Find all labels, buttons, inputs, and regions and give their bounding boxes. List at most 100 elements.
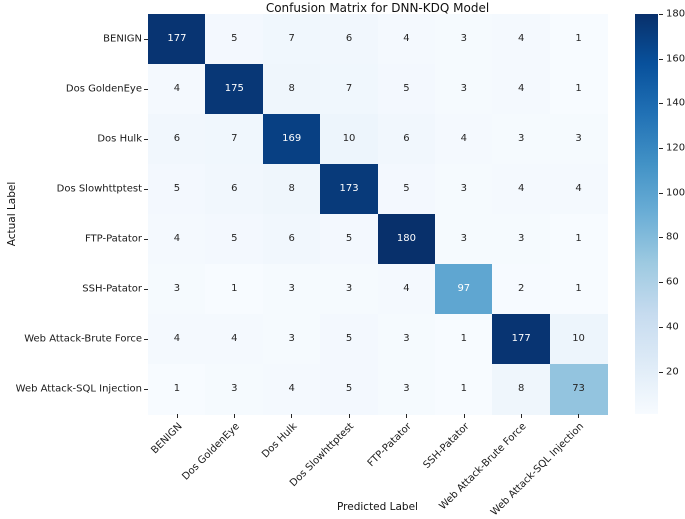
cell-value: 2 <box>518 283 525 295</box>
colorbar-tick-label: 180 <box>666 8 685 20</box>
cell-value: 4 <box>173 233 181 245</box>
heatmap-cell: 5 <box>320 364 378 415</box>
heatmap-cell: 169 <box>262 114 321 165</box>
cell-value: 3 <box>288 283 295 295</box>
cell-value: 3 <box>288 333 295 345</box>
colorbar-tick-label: 100 <box>666 187 685 199</box>
cell-value: 8 <box>518 383 525 395</box>
x-tick-label-text: SSH-Patator <box>421 421 472 472</box>
heatmap-cell: 1 <box>549 264 608 315</box>
x-tick-mark <box>348 414 350 418</box>
heatmap-cell: 4 <box>262 364 321 415</box>
cell-value: 180 <box>396 233 416 245</box>
heatmap-cell: 3 <box>262 314 321 365</box>
heatmap-cell: 1 <box>549 64 608 115</box>
heatmap-cell: 1 <box>549 214 608 265</box>
heatmap-cell: 6 <box>262 214 321 265</box>
cell-value: 10 <box>572 333 585 345</box>
heatmap-cell: 3 <box>148 264 206 315</box>
heatmap-cell: 4 <box>148 214 206 265</box>
heatmap-cell: 4 <box>549 164 608 215</box>
colorbar-tick-label: 80 <box>666 231 679 243</box>
colorbar-tick-label: 140 <box>666 97 685 109</box>
heatmap-cell: 7 <box>320 64 378 115</box>
cell-value: 3 <box>460 233 467 245</box>
colorbar-tick-mark <box>659 371 663 373</box>
heatmap-cell: 1 <box>205 264 264 315</box>
heatmap-cell: 177 <box>492 314 551 365</box>
cell-value: 8 <box>288 183 295 195</box>
heatmap-cell: 6 <box>377 114 436 165</box>
heatmap-cell: 1 <box>148 364 206 415</box>
cell-value: 4 <box>518 33 525 45</box>
cell-value: 5 <box>231 33 238 45</box>
heatmap-cell: 3 <box>434 64 493 115</box>
cell-value: 175 <box>224 83 244 95</box>
y-tick-mark <box>144 239 148 240</box>
cell-value: 4 <box>173 333 181 345</box>
cell-value: 4 <box>173 83 181 95</box>
heatmap-cell: 173 <box>320 164 378 215</box>
heatmap-cell: 2 <box>492 264 551 315</box>
heatmap-cell: 1 <box>434 314 493 365</box>
heatmap-cell: 4 <box>377 14 436 65</box>
y-tick-label: BENIGN <box>103 33 142 45</box>
cell-value: 1 <box>460 383 467 395</box>
cell-value: 4 <box>575 183 582 195</box>
heatmap-cell: 5 <box>205 14 264 65</box>
chart-title: Confusion Matrix for DNN-KDQ Model <box>265 1 490 15</box>
colorbar-tick-mark <box>659 148 663 150</box>
colorbar-tick-mark <box>659 326 663 328</box>
x-tick-label-text: BENIGN <box>149 421 185 457</box>
heatmap-cell: 5 <box>377 164 436 215</box>
heatmap-cell: 73 <box>549 364 608 415</box>
cell-value: 1 <box>460 333 467 345</box>
cell-value: 10 <box>342 133 356 145</box>
cell-value: 4 <box>403 33 410 45</box>
y-tick-mark <box>144 89 148 90</box>
x-tick-label-text: Dos Hulk <box>259 421 300 461</box>
cell-value: 3 <box>460 183 467 195</box>
heatmap-cell: 5 <box>320 214 378 265</box>
cell-value: 6 <box>173 133 181 145</box>
colorbar-tick-label: 20 <box>666 366 679 378</box>
heatmap-cell: 3 <box>434 164 493 215</box>
heatmap-cell: 7 <box>262 14 321 65</box>
cell-value: 3 <box>231 383 238 395</box>
cell-value: 177 <box>511 333 531 345</box>
x-tick-label-text: FTP-Patator <box>365 421 414 470</box>
heatmap-cell: 4 <box>492 164 551 215</box>
heatmap-cell: 4 <box>205 314 264 365</box>
colorbar <box>635 14 658 414</box>
y-tick-mark <box>144 389 148 390</box>
y-tick-label: Dos Slowhttptest <box>56 183 142 195</box>
cell-value: 5 <box>173 183 181 195</box>
colorbar-gradient <box>635 14 658 414</box>
heatmap-cell: 3 <box>377 364 436 415</box>
cell-value: 4 <box>403 283 410 295</box>
cell-value: 97 <box>457 283 471 295</box>
cell-value: 4 <box>460 133 467 145</box>
y-tick-label: FTP-Patator <box>84 233 142 245</box>
cell-value: 8 <box>288 83 295 95</box>
heatmap-cell: 180 <box>377 214 436 265</box>
cell-value: 1 <box>575 83 582 95</box>
cell-value: 6 <box>288 233 295 245</box>
heatmap-cell: 10 <box>320 114 378 165</box>
cell-value: 3 <box>403 383 410 395</box>
colorbar-tick-label: 120 <box>666 142 685 154</box>
y-tick-mark <box>144 289 148 290</box>
colorbar-tick-mark <box>659 192 663 194</box>
cell-value: 3 <box>403 333 410 345</box>
y-tick-label: Dos GoldenEye <box>65 83 142 95</box>
cell-value: 4 <box>231 333 238 345</box>
cell-value: 3 <box>173 283 181 295</box>
heatmap-cell: 5 <box>320 314 378 365</box>
x-tick-mark <box>463 414 465 418</box>
colorbar-tick-mark <box>659 14 663 15</box>
cell-value: 5 <box>403 183 410 195</box>
y-tick-mark <box>144 189 148 190</box>
colorbar-tick-mark <box>659 282 663 284</box>
heatmap-cell: 3 <box>549 114 608 165</box>
colorbar-tick-label: 160 <box>666 53 685 65</box>
